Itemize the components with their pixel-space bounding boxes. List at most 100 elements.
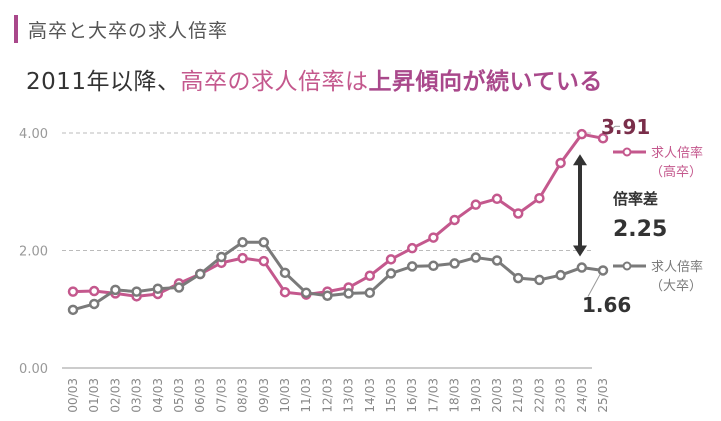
legend-label-sub: （大卒）: [650, 279, 702, 294]
headline-part2: 高卒の求人倍率は: [180, 69, 369, 95]
x-tick-label: 25/03: [596, 378, 610, 413]
data-point: [131, 286, 142, 297]
gap-value: 2.25: [613, 217, 667, 242]
data-point: [258, 237, 270, 248]
data-point: [406, 261, 418, 272]
data-point: [364, 270, 376, 282]
x-tick-label: 20/03: [490, 378, 504, 413]
data-point: [67, 286, 79, 297]
x-tick-label: 09/03: [257, 378, 271, 413]
data-point: [237, 237, 248, 248]
data-point: [512, 272, 524, 284]
koso-last-label: 3.91: [601, 115, 650, 139]
headline-part3: 上昇傾向が続いている: [368, 69, 603, 95]
x-tick-label: 06/03: [193, 378, 207, 413]
data-point: [449, 258, 460, 269]
gap-arrow-head-down: [573, 245, 587, 257]
x-tick-label: 07/03: [214, 378, 228, 413]
x-tick-label: 10/03: [278, 378, 292, 413]
data-point: [343, 288, 354, 299]
data-point: [322, 290, 333, 301]
x-tick-label: 23/03: [554, 378, 568, 413]
annotation-layer: 3.91 1.66 倍率差 2.25: [573, 115, 667, 317]
data-point: [555, 157, 566, 169]
data-point: [67, 304, 79, 316]
x-tick-label: 00/03: [66, 378, 80, 413]
x-tick-label: 24/03: [575, 378, 589, 413]
x-tick-label: 11/03: [299, 378, 313, 413]
x-tick-labels: 00/03 01/03 02/03 03/03 04/03 05/03 06/03 07/03…: [66, 378, 610, 413]
data-point: [555, 269, 566, 281]
data-point: [237, 252, 248, 264]
data-point: [428, 260, 439, 272]
x-tick-label: 04/03: [151, 378, 165, 413]
y-tick-label: 4.00: [19, 127, 48, 142]
series-line: [72, 132, 604, 298]
data-point: [534, 274, 545, 286]
accent-bar: [14, 15, 18, 43]
legend-swatch-marker: [622, 261, 632, 271]
data-point: [428, 232, 439, 243]
y-tick-labels: 0.00 2.00 4.00: [19, 127, 48, 377]
x-tick-label: 21/03: [511, 378, 525, 413]
headline-part1: 2011年以降、: [26, 69, 181, 95]
data-point: [470, 252, 482, 263]
data-point: [597, 265, 609, 276]
series-line: [72, 240, 604, 312]
x-tick-label: 19/03: [469, 378, 483, 413]
legend-label: 求人倍率: [651, 145, 703, 161]
data-point: [110, 284, 121, 296]
data-point: [470, 199, 482, 210]
data-point: [152, 283, 164, 294]
x-tick-label: 17/03: [426, 378, 440, 413]
data-point: [216, 251, 227, 263]
data-point: [385, 268, 397, 279]
legend-layer: 求人倍率 （高卒） 求人倍率 （大卒）: [613, 145, 703, 294]
headline: 2011年以降、高卒の求人倍率は上昇傾向が続いている: [26, 62, 603, 96]
data-point: [88, 298, 100, 310]
legend-swatch-marker: [622, 147, 632, 157]
x-tick-label: 16/03: [405, 378, 419, 413]
series-layer: [67, 128, 609, 316]
data-point: [385, 254, 397, 265]
x-tick-label: 08/03: [236, 378, 250, 413]
data-point: [173, 282, 185, 293]
legend-label-sub: （高卒）: [650, 164, 702, 180]
x-tick-label: 03/03: [130, 378, 144, 413]
x-tick-label: 22/03: [532, 378, 546, 413]
data-point: [597, 133, 609, 144]
data-point: [364, 287, 376, 299]
data-point: [491, 193, 503, 205]
data-point: [300, 287, 312, 299]
data-point: [258, 255, 270, 267]
x-tick-label: 01/03: [87, 378, 101, 413]
data-point: [512, 208, 524, 219]
data-point: [279, 286, 291, 298]
data-point: [576, 262, 588, 273]
section-title: 高卒と大卒の求人倍率: [28, 19, 229, 42]
x-tick-label: 12/03: [320, 378, 334, 413]
data-point: [491, 255, 503, 266]
data-point: [534, 192, 545, 204]
data-point: [88, 285, 100, 297]
data-point: [279, 267, 291, 279]
grid-layer: [62, 132, 592, 369]
data-point: [406, 242, 418, 254]
y-tick-label: 0.00: [19, 362, 48, 377]
data-point: [449, 214, 460, 226]
daiso-last-label: 1.66: [582, 293, 631, 317]
gap-arrow-head-up: [573, 154, 587, 166]
legend-label: 求人倍率: [651, 259, 703, 275]
x-tick-label: 15/03: [384, 378, 398, 413]
x-tick-label: 14/03: [363, 378, 377, 413]
x-tick-label: 02/03: [108, 378, 122, 413]
data-point: [194, 268, 206, 280]
section-header: 高卒と大卒の求人倍率: [14, 14, 228, 44]
y-tick-label: 2.00: [19, 245, 48, 260]
data-point: [576, 128, 588, 140]
x-tick-label: 18/03: [448, 378, 462, 413]
leader-line: [587, 274, 601, 297]
x-tick-label: 05/03: [172, 378, 186, 413]
